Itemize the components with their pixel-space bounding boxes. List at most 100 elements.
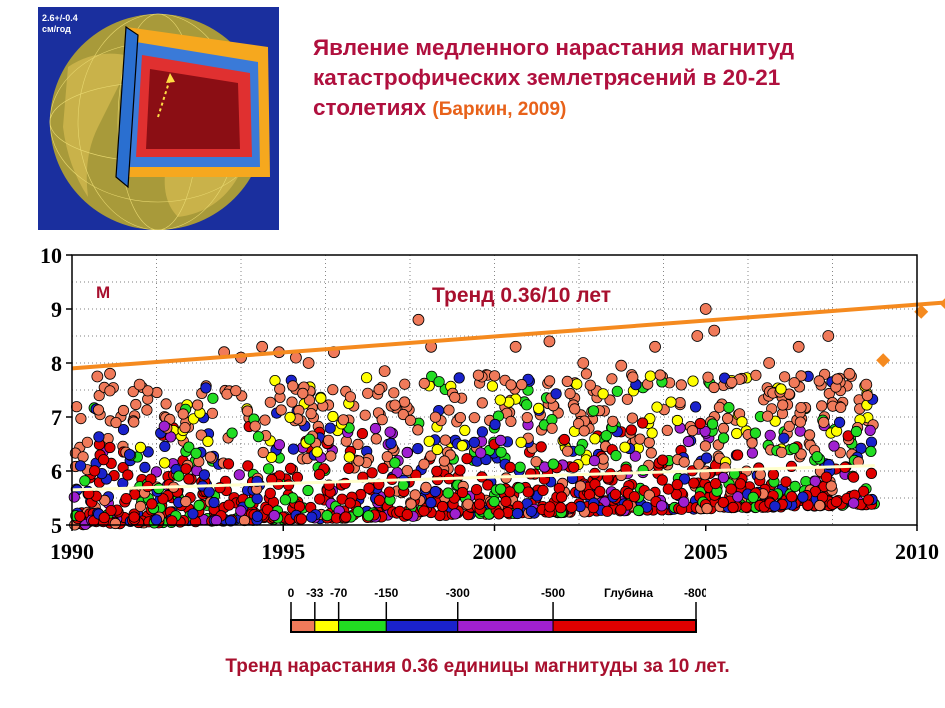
quake-point [675,379,687,391]
quake-point [404,414,417,426]
quake-point [352,438,364,450]
quake-point [505,379,517,391]
rate-unit-label: см/год [42,24,71,34]
quake-point [522,486,534,498]
quake-point [578,425,590,437]
quake-point [555,491,568,503]
quake-point [117,424,130,436]
quake-point [222,458,235,470]
quake-point [284,462,297,474]
large-quake-point [133,378,146,391]
quake-point [850,425,863,438]
quake-point [363,482,375,494]
depth-color-bar [290,619,697,633]
quake-point [825,480,837,492]
quake-point [321,509,333,522]
quake-point [109,517,122,530]
large-quake-point [843,367,856,380]
quake-point [778,432,790,444]
quake-point [734,478,747,490]
large-quake-point [860,378,873,391]
quake-point [732,491,744,503]
quake-point [324,422,336,434]
quake-point [383,486,395,498]
quake-point [302,484,314,497]
quake-point [694,417,706,430]
page-title: Явление медленного нарастания магнитуд к… [313,33,913,125]
quake-point [124,449,136,461]
quake-point [717,496,729,508]
quake-point [315,392,327,404]
quake-point [494,434,507,446]
quake-point [767,468,780,481]
quake-point [686,425,699,437]
quake-point [636,417,649,429]
quake-point [128,416,140,428]
quake-point [268,509,280,522]
quake-point [594,485,606,498]
quake-point [193,499,205,511]
quake-point [561,445,574,457]
quake-point [356,428,368,440]
quake-point [120,492,132,505]
quake-point [475,447,487,459]
quake-point [701,502,713,515]
quake-point [566,501,578,513]
quake-point [306,511,318,523]
quake-point [226,427,238,439]
quake-point [555,502,567,514]
quake-point [604,394,616,406]
quake-point [813,375,825,387]
quake-point [656,454,669,466]
quake-point [651,401,663,413]
quake-point [749,427,762,439]
quake-point [264,396,276,408]
quake-point [862,494,875,506]
quake-point [580,368,593,380]
quake-point [325,450,337,462]
quake-point [122,469,134,481]
quake-point [727,501,739,513]
quake-point [159,457,171,469]
depth-tick-label: 0 [288,586,295,600]
quake-point [204,451,216,463]
quake-point [543,375,556,387]
quake-point [835,401,847,413]
quake-point [360,372,373,384]
quake-point [775,446,788,458]
quake-point [535,441,547,453]
quake-point [273,439,285,451]
quake-point [405,498,417,510]
quake-point [709,478,722,490]
quake-point [340,511,352,523]
quake-point [495,446,507,458]
quake-point [459,424,471,436]
quake-point [327,410,339,423]
quake-point [257,446,269,459]
quake-point [788,377,800,389]
quake-point [628,491,641,503]
quake-point [476,397,488,409]
quake-point [74,510,86,522]
quake-point [682,435,695,448]
depth-bin-swatch [385,619,459,633]
quake-point [180,495,192,508]
depth-tick-label: -33 [306,586,324,600]
quake-point [794,416,807,428]
quake-point [337,414,349,426]
quake-point [699,440,712,452]
quake-point [230,385,242,397]
quake-point [795,370,807,382]
quake-point [609,488,622,500]
y-tick-label: 10 [40,243,62,268]
quake-point [384,426,396,438]
depth-legend-label: Глубина [604,586,653,600]
quake-point [284,411,296,423]
quake-point [71,401,83,413]
large-quake-point [615,359,628,372]
quake-point [644,370,657,382]
quake-point [702,371,714,383]
quake-point [656,474,668,486]
quake-point [130,398,142,411]
quake-point [418,377,430,389]
